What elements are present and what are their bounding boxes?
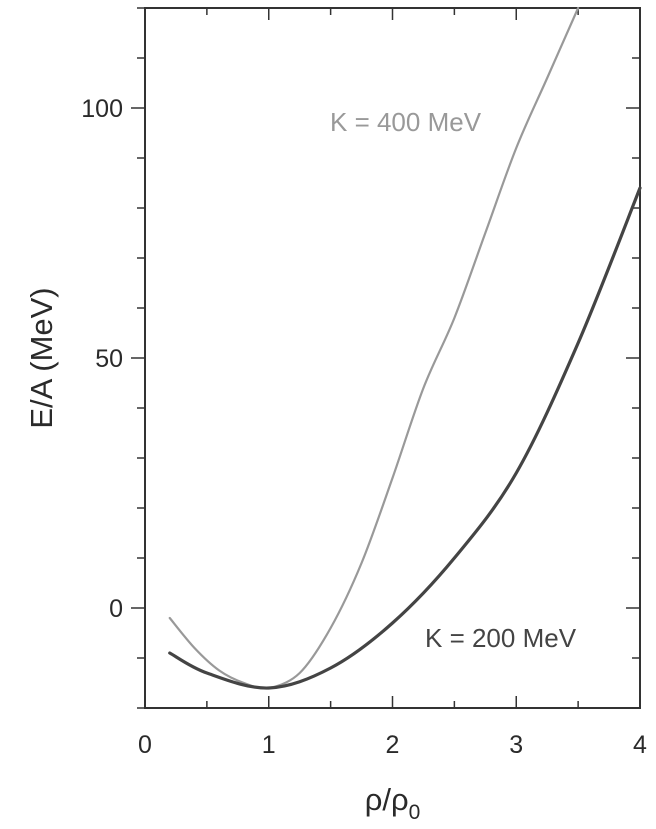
x-tick-label: 1 bbox=[262, 731, 276, 759]
y-axis-title: E/A (MeV) bbox=[24, 287, 59, 428]
x-tick-label: 4 bbox=[633, 731, 647, 759]
curve-label-k400: K = 400 MeV bbox=[330, 107, 482, 137]
series-k400-line bbox=[168, 6, 580, 690]
x-axis-title-subscript: 0 bbox=[409, 801, 421, 824]
x-tick-label: 2 bbox=[386, 731, 400, 759]
y-tick-label: 100 bbox=[81, 95, 123, 123]
x-axis-title: ρ/ρ0 bbox=[365, 782, 421, 824]
axes bbox=[131, 7, 641, 709]
series-group bbox=[168, 6, 642, 690]
y-tick-label: 0 bbox=[109, 595, 123, 623]
series-k200-line bbox=[168, 186, 642, 690]
x-axis-title-base: ρ/ρ bbox=[365, 782, 409, 817]
x-tick-label: 0 bbox=[138, 731, 152, 759]
y-tick-label: 50 bbox=[95, 345, 123, 373]
x-tick-label: 3 bbox=[509, 731, 523, 759]
curve-label-k200: K = 200 MeV bbox=[425, 623, 577, 653]
